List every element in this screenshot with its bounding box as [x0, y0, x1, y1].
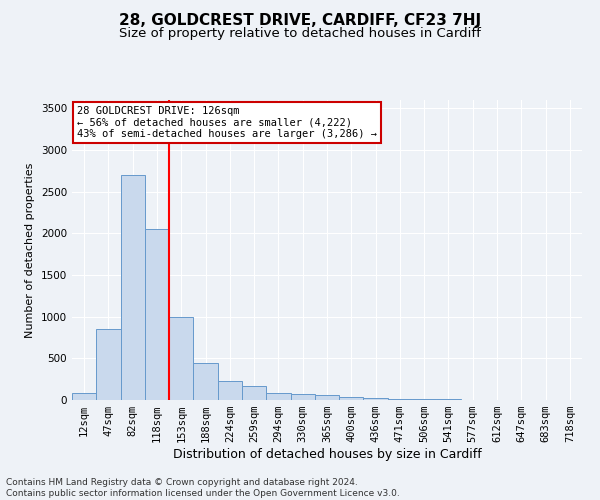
Bar — [388, 399, 412, 400]
Bar — [242, 386, 266, 400]
Bar — [121, 175, 145, 400]
Bar — [339, 396, 364, 400]
Text: Size of property relative to detached houses in Cardiff: Size of property relative to detached ho… — [119, 28, 481, 40]
Text: 28 GOLDCREST DRIVE: 126sqm
← 56% of detached houses are smaller (4,222)
43% of s: 28 GOLDCREST DRIVE: 126sqm ← 56% of deta… — [77, 106, 377, 139]
Bar — [193, 362, 218, 400]
Bar — [169, 316, 193, 400]
Bar — [145, 229, 169, 400]
Y-axis label: Number of detached properties: Number of detached properties — [25, 162, 35, 338]
Bar — [266, 392, 290, 400]
X-axis label: Distribution of detached houses by size in Cardiff: Distribution of detached houses by size … — [173, 448, 481, 461]
Text: Contains HM Land Registry data © Crown copyright and database right 2024.
Contai: Contains HM Land Registry data © Crown c… — [6, 478, 400, 498]
Bar — [315, 396, 339, 400]
Text: 28, GOLDCREST DRIVE, CARDIFF, CF23 7HJ: 28, GOLDCREST DRIVE, CARDIFF, CF23 7HJ — [119, 12, 481, 28]
Bar — [72, 393, 96, 400]
Bar — [218, 381, 242, 400]
Bar — [364, 398, 388, 400]
Bar — [290, 394, 315, 400]
Bar — [412, 399, 436, 400]
Bar — [96, 329, 121, 400]
